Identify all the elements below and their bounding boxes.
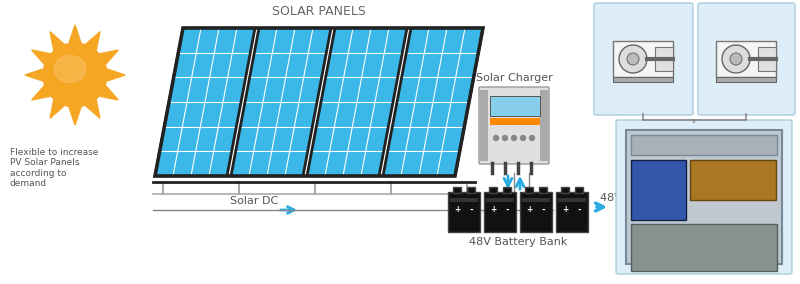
Bar (758, 47, 776, 71)
Bar (453, 187, 461, 193)
Text: -: - (542, 206, 545, 214)
Text: -: - (470, 206, 473, 214)
Bar (490, 96, 540, 116)
Bar (655, 47, 673, 71)
Bar (520, 192, 552, 232)
Circle shape (521, 135, 526, 141)
Text: 48V DC: 48V DC (600, 193, 642, 203)
Bar (613, 77, 673, 82)
Bar (484, 192, 516, 232)
Circle shape (511, 135, 517, 141)
Polygon shape (307, 28, 407, 176)
Text: SOLAR PANELS: SOLAR PANELS (272, 5, 366, 18)
Polygon shape (383, 28, 483, 176)
Circle shape (730, 53, 742, 65)
Polygon shape (100, 50, 118, 64)
Bar (539, 187, 547, 193)
Ellipse shape (54, 55, 86, 83)
Polygon shape (231, 28, 331, 176)
Text: +: + (526, 206, 532, 214)
Text: +: + (562, 206, 568, 214)
Bar (489, 187, 497, 193)
Bar (480, 90, 488, 161)
FancyBboxPatch shape (594, 3, 693, 115)
Polygon shape (86, 100, 100, 118)
Text: +: + (490, 206, 496, 214)
FancyBboxPatch shape (479, 87, 549, 164)
Bar (522, 198, 550, 202)
Text: 48V Battery Bank: 48V Battery Bank (469, 237, 567, 247)
Circle shape (530, 135, 534, 141)
Polygon shape (69, 25, 81, 43)
Bar (690, 160, 776, 200)
Text: Flexible to increase
PV Solar Panels
according to
demand: Flexible to increase PV Solar Panels acc… (10, 148, 98, 188)
Polygon shape (155, 28, 255, 176)
Text: Solar Charger: Solar Charger (476, 73, 552, 83)
Text: -: - (578, 206, 581, 214)
Bar (626, 130, 782, 264)
Bar (558, 198, 586, 202)
Circle shape (619, 45, 647, 73)
Bar (556, 192, 588, 232)
Bar (631, 160, 686, 220)
FancyBboxPatch shape (616, 120, 792, 274)
Bar (486, 198, 514, 202)
Circle shape (494, 135, 498, 141)
Polygon shape (32, 50, 50, 64)
Bar (448, 192, 480, 232)
Circle shape (627, 53, 639, 65)
Polygon shape (50, 100, 64, 118)
Polygon shape (25, 69, 43, 81)
Bar (631, 135, 777, 155)
Bar (561, 187, 569, 193)
Circle shape (43, 43, 107, 107)
Bar (613, 41, 673, 77)
Text: +: + (454, 206, 460, 214)
Bar (575, 187, 583, 193)
Text: Solar DC: Solar DC (230, 196, 278, 206)
Bar (490, 118, 540, 125)
Bar (716, 77, 776, 82)
Polygon shape (50, 32, 64, 50)
Polygon shape (69, 107, 81, 125)
Polygon shape (107, 69, 125, 81)
Polygon shape (86, 32, 100, 50)
Bar (525, 187, 533, 193)
Circle shape (502, 135, 507, 141)
Bar (716, 41, 776, 77)
Circle shape (722, 45, 750, 73)
Bar (467, 187, 475, 193)
Polygon shape (32, 86, 50, 100)
Bar (540, 90, 548, 161)
Bar (631, 224, 777, 271)
Text: -: - (506, 206, 509, 214)
FancyBboxPatch shape (698, 3, 795, 115)
Polygon shape (100, 86, 118, 100)
Bar (503, 187, 511, 193)
Bar (450, 198, 478, 202)
